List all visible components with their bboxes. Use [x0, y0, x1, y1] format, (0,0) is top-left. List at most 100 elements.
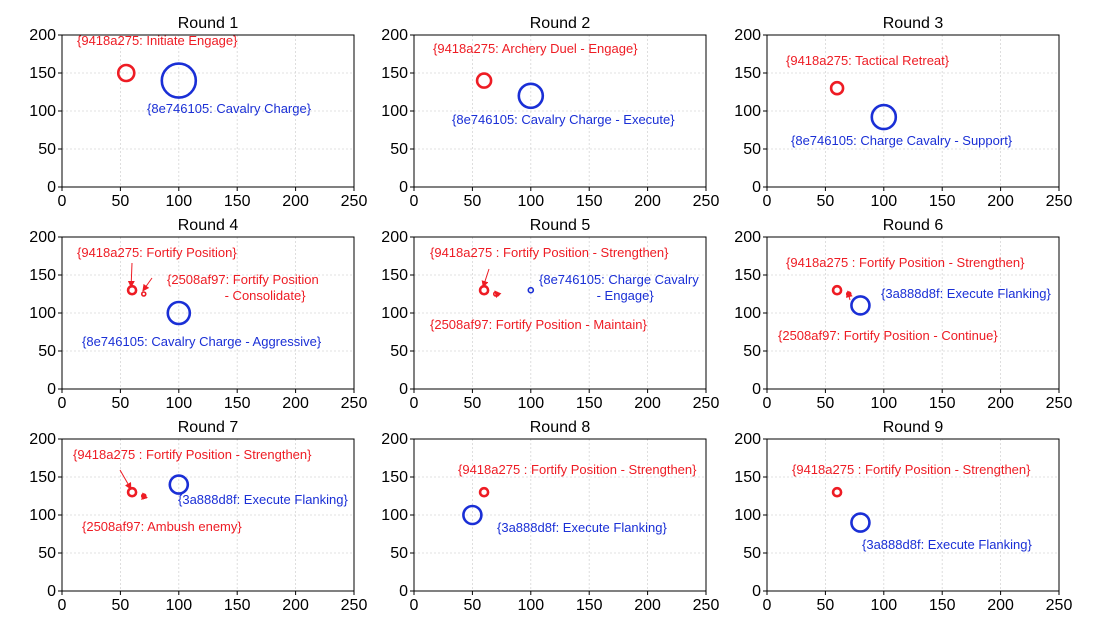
- annotation-arrow: [141, 492, 148, 501]
- y-tick-label: 50: [38, 343, 56, 360]
- data-point-blue: [527, 286, 535, 294]
- point-label: {9418a275: Fortify Position}: [77, 245, 237, 260]
- x-tick-label: 200: [634, 193, 661, 210]
- annotation-arrow: [481, 268, 490, 288]
- panel-round-1: Round 1 0 50 100 150 200 250 0 50 100 150 200 {9418a…: [29, 15, 367, 210]
- x-tick-label: 150: [224, 597, 251, 614]
- x-tick-label: 200: [634, 395, 661, 412]
- data-point-blue: [517, 82, 545, 110]
- x-tick-label: 250: [341, 395, 368, 412]
- y-tick-label: 50: [743, 343, 761, 360]
- annotation-arrow: [119, 469, 132, 490]
- x-tick-label: 100: [870, 193, 897, 210]
- y-tick-label: 200: [734, 431, 761, 448]
- point-label: {9418a275: Initiate Engage}: [77, 33, 238, 48]
- x-tick-label: 0: [58, 597, 67, 614]
- y-tick-label: 0: [47, 583, 56, 600]
- y-tick-label: 100: [734, 103, 761, 120]
- x-tick-label: 150: [224, 193, 251, 210]
- point-label: {8e746105: Charge Cavalry - Engage}: [539, 272, 699, 303]
- point-label: {2508af97: Fortify Position - Maintain}: [430, 317, 647, 332]
- data-point-red: [140, 291, 147, 297]
- y-tick-label: 200: [29, 27, 56, 44]
- y-tick-label: 50: [38, 141, 56, 158]
- panel-title: Round 8: [530, 419, 591, 436]
- x-tick-label: 100: [870, 395, 897, 412]
- x-tick-label: 0: [763, 193, 772, 210]
- panel-round-2: Round 2 0 50 100 150 200 250 0 50 100 150 200 {9418a…: [381, 15, 719, 210]
- annotation-arrow: [845, 290, 853, 301]
- y-tick-label: 50: [38, 545, 56, 562]
- y-tick-label: 0: [399, 583, 408, 600]
- y-tick-label: 150: [29, 469, 56, 486]
- panel-title: Round 3: [883, 15, 944, 32]
- data-point-blue: [166, 300, 192, 326]
- point-label: {8e746105: Cavalry Charge - Aggressive}: [82, 334, 322, 349]
- data-point-blue: [462, 504, 483, 526]
- y-tick-label: 0: [399, 179, 408, 196]
- x-tick-label: 150: [929, 193, 956, 210]
- y-tick-label: 0: [752, 381, 761, 398]
- y-tick-label: 150: [734, 65, 761, 82]
- point-label: {9418a275 : Fortify Position - Strengthe…: [458, 462, 697, 477]
- data-point-blue: [850, 512, 871, 533]
- x-tick-label: 150: [576, 193, 603, 210]
- point-label: {9418a275 : Fortify Position - Strengthe…: [430, 245, 669, 260]
- y-tick-label: 200: [734, 27, 761, 44]
- panel-round-7: Round 7 0 50 100 150 200 250 0 50 100 150 200 {9418a…: [29, 419, 367, 614]
- x-tick-label: 50: [464, 193, 482, 210]
- panel-title: Round 9: [883, 419, 944, 436]
- panel-round-6: Round 6 0 50 100 150 200 250 0 50 100 150 200 {9418a…: [734, 217, 1072, 412]
- x-tick-label: 50: [817, 193, 835, 210]
- x-tick-label: 250: [1046, 597, 1073, 614]
- x-tick-label: 200: [987, 395, 1014, 412]
- point-label: {9418a275 : Fortify Position - Strengthe…: [73, 447, 312, 462]
- y-tick-label: 150: [381, 65, 408, 82]
- point-label: {3a888d8f: Execute Flanking}: [178, 492, 349, 507]
- data-point-red: [126, 284, 138, 296]
- x-tick-label: 0: [763, 597, 772, 614]
- x-tick-label: 250: [341, 597, 368, 614]
- x-tick-label: 0: [58, 395, 67, 412]
- y-tick-label: 200: [29, 431, 56, 448]
- y-tick-label: 100: [734, 507, 761, 524]
- y-tick-label: 0: [752, 583, 761, 600]
- y-tick-label: 150: [381, 267, 408, 284]
- annotation-arrow: [142, 277, 153, 292]
- point-label: {2508af97: Ambush enemy}: [82, 519, 242, 534]
- x-tick-label: 150: [576, 395, 603, 412]
- panel-title: Round 2: [530, 15, 591, 32]
- point-label: {3a888d8f: Execute Flanking}: [497, 520, 668, 535]
- point-label: {2508af97: Fortify Position - Continue}: [778, 328, 998, 343]
- x-tick-label: 50: [817, 597, 835, 614]
- x-tick-label: 200: [987, 597, 1014, 614]
- point-label: {8e746105: Cavalry Charge - Execute}: [452, 112, 675, 127]
- x-tick-label: 0: [410, 395, 419, 412]
- point-label: {9418a275 : Fortify Position - Strengthe…: [786, 255, 1025, 270]
- x-tick-label: 100: [870, 597, 897, 614]
- y-tick-label: 100: [29, 103, 56, 120]
- y-tick-label: 50: [743, 141, 761, 158]
- y-tick-label: 0: [47, 179, 56, 196]
- x-tick-label: 50: [817, 395, 835, 412]
- y-tick-label: 200: [381, 431, 408, 448]
- y-tick-label: 150: [381, 469, 408, 486]
- x-tick-label: 150: [929, 395, 956, 412]
- data-point-blue: [870, 103, 898, 131]
- data-point-red: [829, 80, 845, 96]
- y-tick-label: 150: [29, 267, 56, 284]
- x-tick-label: 50: [112, 193, 130, 210]
- x-tick-label: 150: [929, 597, 956, 614]
- x-tick-label: 250: [693, 193, 720, 210]
- data-point-blue: [160, 62, 198, 99]
- annotation-arrow: [494, 290, 502, 299]
- y-tick-label: 0: [399, 381, 408, 398]
- y-tick-label: 100: [381, 507, 408, 524]
- y-tick-label: 100: [381, 305, 408, 322]
- y-tick-label: 50: [390, 343, 408, 360]
- x-tick-label: 100: [517, 395, 544, 412]
- x-tick-label: 200: [282, 193, 309, 210]
- panel-title: Round 4: [178, 217, 239, 234]
- panel-round-5: Round 5 0 50 100 150 200 250 0 50 100 150 200 {9418a…: [381, 217, 719, 412]
